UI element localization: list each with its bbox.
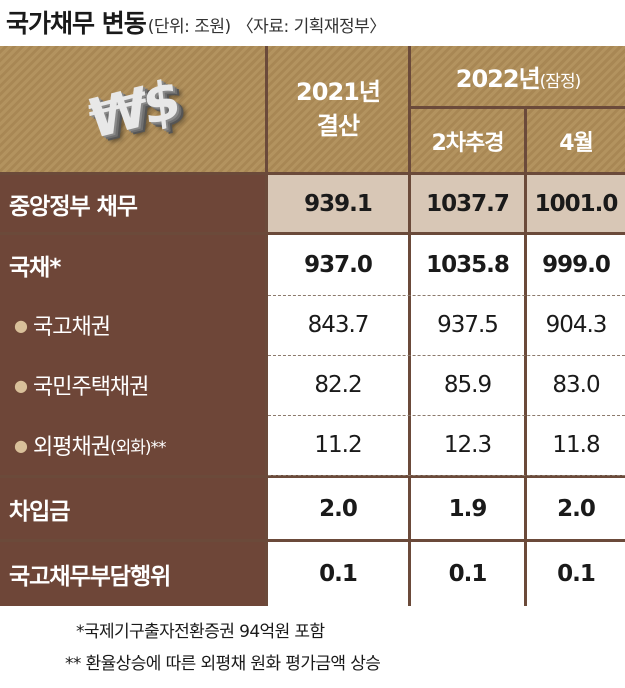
row-divider [268,355,625,356]
footnote-1: *국제기구출자전환증권 94억원 포함 [76,622,325,642]
cell-value: 1037.7 [411,175,524,232]
debt-table: ₩$ 2021년 결산 2022년(잠정) 2차추경 4월 중앙정부 채무 93… [0,46,625,606]
row-divider [268,295,625,296]
cell-value: 12.3 [411,415,524,475]
header-2022-note: (잠정) [539,71,582,92]
row-label: ● 국민주택채권 [0,355,265,415]
cell-value: 85.9 [411,355,524,415]
row-divider [268,475,625,476]
cell-value: 82.2 [268,355,408,415]
cell-value: 939.1 [268,175,408,232]
cell-value: 1035.8 [411,235,524,295]
header-2021: 2021년 결산 [268,46,408,172]
cell-value: 11.2 [268,415,408,475]
cell-value: 1.9 [411,478,524,539]
row-label-text: 국고채권 [32,315,111,340]
cell-value: 904.3 [527,295,625,355]
title-row: 국가채무 변동 (단위: 조원) 〈자료: 기획재정부〉 [6,4,621,46]
table-row: 차입금 2.0 1.9 2.0 [0,478,625,539]
row-label: 국고채무부담행위 [0,542,265,606]
table-row: 국고채무부담행위 0.1 0.1 0.1 [0,542,625,606]
row-label-text: 외평채권 [32,435,111,460]
row-label: 중앙정부 채무 [0,175,265,232]
cell-value: 11.8 [527,415,625,475]
cell-value: 0.1 [268,542,408,606]
row-label: 국채* [0,235,265,295]
table-row: ● 외평채권 (외화)** 11.2 12.3 11.8 [0,415,625,475]
chart-title: 국가채무 변동 [6,9,147,38]
row-label-note: (외화)** [109,437,167,458]
table-row: ● 국고채권 843.7 937.5 904.3 [0,295,625,355]
cell-value: 0.1 [527,542,625,606]
unit-label: (단위: 조원) [147,17,231,37]
row-label: ● 국고채권 [0,295,265,355]
cell-value: 999.0 [527,235,625,295]
header-2021-type: 결산 [316,112,360,140]
cell-value: 843.7 [268,295,408,355]
header-logo-cell: ₩$ [0,46,265,172]
header-april: 4월 [527,109,625,172]
row-divider [268,415,625,416]
source-label: 〈자료: 기획재정부〉 [236,17,387,37]
footnotes: *국제기구출자전환증권 94억원 포함 ** 환율상승에 따른 외평채 원화 평… [0,616,625,680]
header-2022-year: 2022년 [455,64,541,93]
table-row: 중앙정부 채무 939.1 1037.7 1001.0 [0,175,625,232]
header-2nd-supplementary: 2차추경 [411,109,524,172]
bullet-icon: ● [14,435,28,455]
footnote-2: ** 환율상승에 따른 외평채 원화 평가금액 상승 [65,654,381,674]
cell-value: 937.5 [411,295,524,355]
table-row: 국채* 937.0 1035.8 999.0 [0,235,625,295]
cell-value: 937.0 [268,235,408,295]
cell-value: 1001.0 [527,175,625,232]
header-2022: 2022년(잠정) [411,46,625,106]
header-2021-year: 2021년 [296,78,381,106]
bullet-icon: ● [14,375,28,395]
cell-value: 0.1 [411,542,524,606]
row-label: 차입금 [0,478,265,539]
row-label-text: 국민주택채권 [32,375,149,400]
row-label: ● 외평채권 (외화)** [0,415,265,475]
cell-value: 2.0 [268,478,408,539]
won-dollar-coin-icon: ₩$ [85,66,180,152]
cell-value: 83.0 [527,355,625,415]
cell-value: 2.0 [527,478,625,539]
table-row: ● 국민주택채권 82.2 85.9 83.0 [0,355,625,415]
bullet-icon: ● [14,315,28,335]
